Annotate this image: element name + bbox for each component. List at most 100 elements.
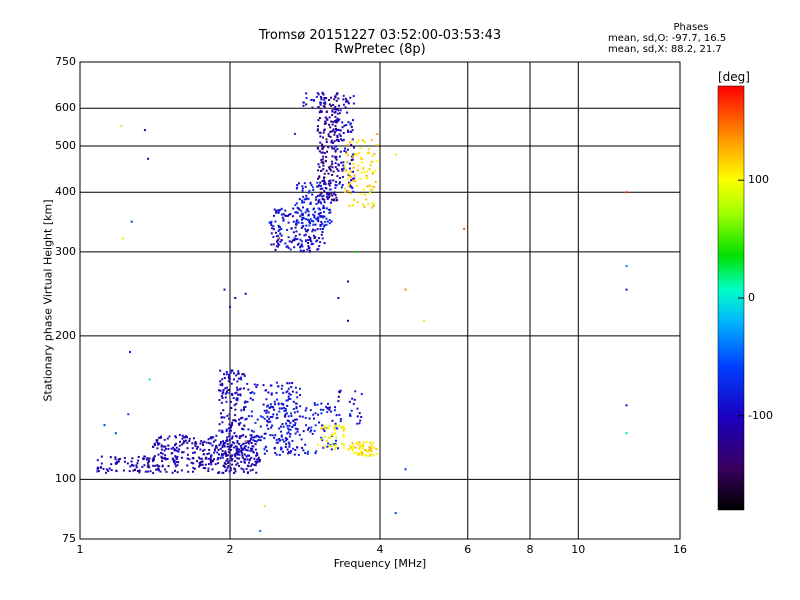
echo-point (306, 452, 309, 455)
echo-point (320, 233, 323, 236)
echo-point (345, 151, 347, 154)
echo-point (284, 437, 287, 440)
echo-point (335, 196, 338, 199)
echo-point (335, 439, 337, 442)
echo-point (338, 182, 341, 185)
echo-point (296, 206, 299, 209)
echo-point (341, 168, 343, 171)
echo-point (322, 408, 325, 411)
echo-point (231, 458, 234, 460)
echo-point (308, 417, 311, 420)
echo-point (271, 434, 274, 437)
echo-point (357, 139, 360, 142)
echo-point (346, 100, 349, 103)
echo-point (342, 164, 345, 167)
echo-point (296, 430, 299, 433)
echo-point (335, 155, 338, 158)
echo-point (248, 459, 251, 461)
echo-point (337, 169, 340, 172)
echo-point (318, 245, 321, 248)
echo-point (322, 207, 325, 210)
echo-point (219, 389, 222, 392)
echo-point (263, 448, 266, 451)
echo-point (129, 351, 131, 353)
echo-point (463, 228, 466, 230)
echo-point (422, 319, 425, 322)
echo-point (296, 211, 299, 214)
echo-point (208, 441, 211, 444)
echo-point (249, 392, 252, 394)
echo-point (117, 458, 120, 461)
echo-point (304, 409, 307, 412)
echo-point (196, 447, 198, 450)
phase-stat-o: mean, sd,O: -97.7, 16.5 (608, 33, 727, 44)
echo-point (196, 460, 198, 463)
echo-point (191, 442, 194, 445)
echo-point (245, 448, 248, 451)
echo-point (314, 211, 317, 214)
echo-point (331, 443, 334, 445)
echo-point (323, 129, 326, 132)
echo-point (237, 377, 240, 380)
echo-point (316, 443, 319, 446)
echo-point (322, 164, 325, 167)
echo-point (278, 427, 281, 430)
echo-point (348, 400, 351, 403)
echo-point (251, 450, 254, 453)
echo-point (247, 442, 250, 445)
echo-point (302, 430, 305, 433)
echo-point (331, 147, 334, 150)
echo-point (342, 425, 345, 428)
echo-point (307, 213, 310, 216)
echo-point (155, 440, 158, 443)
echo-point (248, 454, 250, 457)
echo-point (156, 439, 159, 442)
echo-point (289, 451, 292, 454)
echo-point (267, 411, 270, 414)
echo-point (256, 418, 259, 421)
echo-point (232, 446, 235, 449)
echo-point (226, 440, 229, 442)
echo-point (363, 441, 366, 444)
echo-point (146, 465, 149, 468)
echo-point (152, 464, 155, 467)
echo-point (404, 288, 407, 291)
echo-point (278, 410, 281, 413)
echo-point (331, 155, 334, 158)
echo-point (369, 164, 372, 167)
echo-point (241, 454, 244, 457)
echo-point (267, 391, 270, 394)
echo-point (303, 198, 306, 201)
echo-point (271, 416, 274, 418)
echo-point (228, 430, 231, 432)
echo-point (333, 131, 336, 134)
echo-point (241, 416, 244, 419)
phase-stats-box: Phases mean, sd,O: -97.7, 16.5 mean, sd,… (608, 22, 768, 55)
echo-point (199, 457, 202, 460)
echo-point (394, 153, 397, 156)
echo-point (120, 125, 123, 128)
echo-point (237, 370, 240, 373)
echo-point (309, 430, 312, 433)
echo-point (158, 436, 161, 439)
echo-point (312, 242, 315, 245)
echo-point (285, 422, 287, 425)
echo-point (256, 452, 258, 455)
echo-point (320, 220, 323, 223)
echo-point (309, 238, 312, 241)
echo-point (334, 424, 337, 427)
echo-point (174, 449, 177, 452)
echo-point (310, 240, 313, 243)
echo-point (287, 452, 290, 455)
echo-point (336, 134, 339, 137)
echo-point (229, 400, 232, 403)
echo-point (327, 135, 330, 138)
echo-point (286, 399, 289, 402)
echo-point (331, 194, 334, 197)
echo-point (356, 415, 359, 418)
echo-point (352, 190, 355, 193)
echo-point (360, 450, 362, 453)
echo-point (145, 458, 148, 461)
echo-point (231, 423, 233, 426)
echo-point (240, 378, 243, 381)
